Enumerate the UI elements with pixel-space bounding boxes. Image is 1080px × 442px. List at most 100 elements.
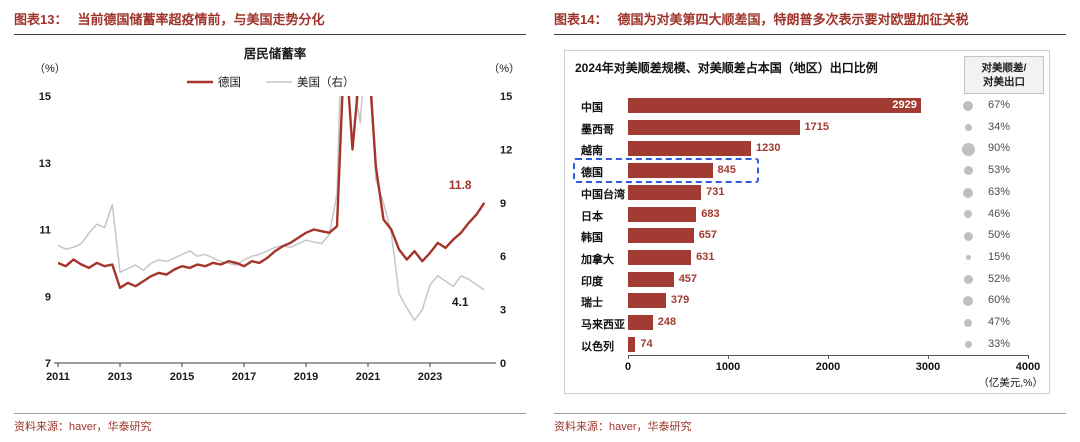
right-y-tick-label: 9 bbox=[500, 198, 506, 210]
bar-chart-title: 2024年对美顺差规模、对美顺差占本国（地区）出口比例 bbox=[575, 61, 878, 75]
right-axis-unit: （%） bbox=[488, 62, 520, 75]
bar bbox=[628, 228, 694, 244]
category-label: 德国 bbox=[581, 167, 603, 180]
value-label: 731 bbox=[706, 185, 725, 198]
header-rule bbox=[14, 34, 526, 35]
share-dot bbox=[964, 210, 972, 219]
x-tick-label: 2013 bbox=[108, 371, 132, 383]
bar-row: 中国台湾 731 63% bbox=[581, 182, 1047, 204]
share-dot bbox=[963, 231, 973, 241]
left-y-tick-label: 15 bbox=[39, 91, 51, 103]
source-note: 资料来源：haver，华泰研究 bbox=[14, 421, 152, 433]
category-label: 韩国 bbox=[581, 232, 603, 245]
category-label: 中国台湾 bbox=[581, 188, 625, 201]
figure-13-title: 当前德国储蓄率超疫情前，与美国走势分化 bbox=[77, 12, 325, 27]
source-note: 资料来源：haver，华泰研究 bbox=[554, 421, 692, 433]
bar bbox=[628, 293, 666, 309]
left-y-tick-label: 9 bbox=[45, 291, 51, 303]
x-tick-label: 0 bbox=[624, 361, 632, 374]
legend-label-us: 美国（右） bbox=[297, 75, 355, 89]
x-tick-label: 2000 bbox=[815, 361, 841, 374]
surplus-ratio-header-line2: 对美出口 bbox=[983, 76, 1025, 88]
axis-unit-label: （亿美元,%） bbox=[978, 377, 1043, 389]
share-label: 60% bbox=[988, 294, 1011, 307]
value-label: 74 bbox=[640, 337, 653, 350]
category-label: 印度 bbox=[581, 275, 603, 288]
bar-row: 印度 457 52% bbox=[581, 269, 1047, 291]
value-label: 2929 bbox=[892, 99, 917, 111]
share-dot bbox=[964, 318, 972, 327]
bar bbox=[628, 184, 702, 200]
chart-title: 居民储蓄率 bbox=[244, 46, 307, 61]
x-tick-label: 2011 bbox=[46, 371, 70, 383]
bar bbox=[628, 141, 751, 157]
bar-row: 日本 683 46% bbox=[581, 204, 1047, 226]
share-label: 63% bbox=[988, 185, 1011, 198]
figure-14-panel: 图表14： 德国为对美第四大顺差国，特朗普多次表示要对欧盟加征关税 2024年对美… bbox=[540, 0, 1080, 442]
left-y-tick-label: 7 bbox=[45, 358, 51, 370]
bar-chart-area: 2024年对美顺差规模、对美顺差占本国（地区）出口比例 对美顺差/ 对美出口 中… bbox=[554, 38, 1066, 413]
surplus-ratio-header-line1: 对美顺差/ bbox=[981, 62, 1027, 74]
bar bbox=[628, 206, 697, 222]
share-label: 33% bbox=[988, 337, 1011, 350]
source-rule bbox=[554, 413, 1066, 414]
figure-13-header: 图表13： 当前德国储蓄率超疫情前，与美国走势分化 bbox=[14, 10, 526, 30]
header-rule bbox=[554, 34, 1066, 35]
share-label: 53% bbox=[988, 164, 1011, 177]
bar bbox=[628, 336, 636, 352]
share-dot bbox=[961, 142, 975, 156]
figure-14-header: 图表14： 德国为对美第四大顺差国，特朗普多次表示要对欧盟加征关税 bbox=[554, 10, 1066, 30]
value-label: 657 bbox=[698, 229, 718, 242]
category-label: 墨西哥 bbox=[581, 123, 614, 136]
right-y-tick-label: 6 bbox=[500, 251, 506, 263]
right-y-tick-label: 12 bbox=[500, 144, 512, 156]
share-label: 15% bbox=[988, 250, 1011, 263]
x-tick-label: 2023 bbox=[418, 371, 442, 383]
value-label: 683 bbox=[701, 207, 720, 220]
figure-13-panel: 图表13： 当前德国储蓄率超疫情前，与美国走势分化 （%） （%） 居民储蓄率 德国 美国… bbox=[14, 10, 526, 433]
x-tick-label: 1000 bbox=[715, 361, 741, 374]
left-y-tick-label: 11 bbox=[39, 225, 51, 237]
bar bbox=[628, 98, 921, 113]
bar bbox=[628, 271, 674, 287]
bar-row: 墨西哥 1715 34% bbox=[581, 117, 1047, 139]
value-label: 631 bbox=[696, 250, 715, 263]
share-dot bbox=[963, 296, 973, 307]
x-tick-label: 2021 bbox=[356, 371, 380, 383]
bar-row: 以色列 74 33% bbox=[581, 334, 1047, 356]
legend-label-germany: 德国 bbox=[218, 75, 241, 89]
share-label: 67% bbox=[988, 99, 1011, 111]
category-label: 越南 bbox=[581, 145, 603, 158]
value-label: 1230 bbox=[756, 142, 781, 155]
x-tick-label: 3000 bbox=[915, 361, 941, 374]
bar-rows: 中国 2929 67% 墨西哥 1715 34% 越南 1230 90% 德国 845 53% 中国台湾… bbox=[581, 95, 1047, 357]
bar-row: 中国 2929 67% bbox=[581, 95, 1047, 117]
category-label: 以色列 bbox=[581, 340, 614, 353]
end-value-label-us: 4.1 bbox=[452, 295, 469, 309]
x-tick-label: 2019 bbox=[294, 371, 318, 383]
share-label: 52% bbox=[988, 272, 1011, 285]
share-label: 34% bbox=[988, 120, 1011, 133]
share-dot bbox=[964, 124, 972, 132]
value-label: 457 bbox=[678, 272, 698, 285]
germany-highlight-box bbox=[573, 158, 759, 183]
right-y-tick-label: 3 bbox=[500, 305, 506, 317]
share-dot bbox=[963, 166, 973, 176]
bar bbox=[628, 315, 653, 330]
category-label: 日本 bbox=[581, 210, 603, 223]
x-tick-label: 4000 bbox=[1015, 361, 1041, 374]
share-dot bbox=[965, 255, 971, 261]
bar bbox=[628, 163, 713, 179]
share-label: 47% bbox=[988, 316, 1011, 328]
surplus-ratio-header: 对美顺差/ 对美出口 bbox=[964, 56, 1044, 94]
x-tick-label: 2015 bbox=[170, 371, 194, 383]
bar-row: 马来西亚 248 47% bbox=[581, 312, 1047, 334]
figure-14-title: 德国为对美第四大顺差国，特朗普多次表示要对欧盟加征关税 bbox=[617, 12, 969, 27]
series-line-germany bbox=[58, 96, 486, 290]
end-value-label-germany: 11.8 bbox=[449, 178, 472, 192]
series-line-us bbox=[58, 96, 485, 322]
bar-row: 瑞士 379 60% bbox=[581, 290, 1047, 312]
figure-14-label: 图表14： bbox=[554, 12, 608, 27]
line-chart-area: （%） （%） 居民储蓄率 德国 美国（右） 7 9 11 13 15 0 3 6 9 12 15 2011 20… bbox=[14, 38, 526, 413]
bar-row: 加拿大 631 15% bbox=[581, 247, 1047, 269]
